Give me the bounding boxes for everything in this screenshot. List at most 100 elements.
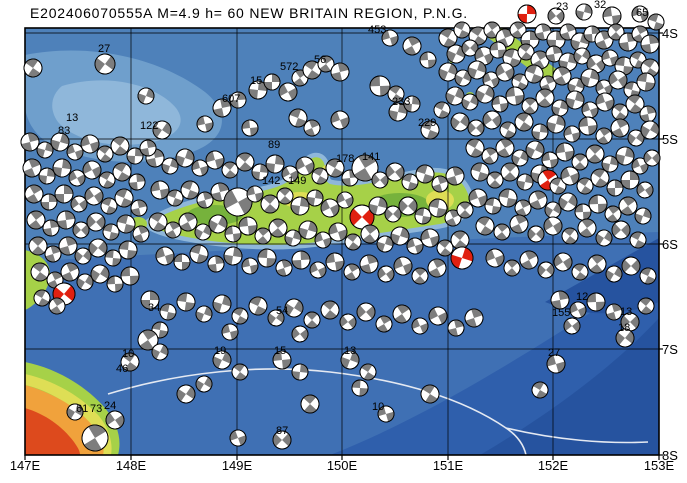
beachball-quadrants bbox=[621, 315, 639, 329]
beachball-quadrants bbox=[485, 198, 501, 214]
focal-mechanism-beachball bbox=[555, 142, 575, 162]
beachball-quadrants bbox=[127, 148, 143, 164]
focal-mechanism-beachball bbox=[330, 62, 350, 82]
focal-mechanism-beachball bbox=[485, 248, 505, 268]
focal-mechanism-beachball bbox=[210, 182, 230, 202]
beachball-quadrants bbox=[559, 194, 577, 210]
beachball-rim bbox=[368, 196, 388, 216]
beachball-quadrants bbox=[296, 157, 314, 175]
focal-mechanism-beachball bbox=[640, 120, 660, 140]
depth-label: 34 bbox=[148, 302, 160, 314]
focal-mechanism-beachball bbox=[414, 207, 432, 225]
focal-mechanism-beachball bbox=[636, 72, 656, 92]
beachball-quadrants bbox=[176, 149, 194, 167]
focal-mechanism-beachball bbox=[208, 214, 228, 234]
beachball-rim bbox=[621, 256, 641, 276]
focal-mechanism-beachball bbox=[643, 149, 661, 167]
beachball-quadrants bbox=[285, 300, 303, 316]
beachball-rim bbox=[235, 152, 255, 172]
beachball-rim bbox=[284, 229, 302, 247]
focal-mechanism-beachball bbox=[491, 95, 509, 113]
beachball-rim bbox=[340, 350, 360, 370]
focal-mechanism-beachball bbox=[263, 73, 281, 91]
beachball-quadrants bbox=[41, 194, 57, 210]
beachball-quadrants bbox=[346, 234, 360, 250]
beachball-quadrants bbox=[121, 267, 139, 285]
focal-mechanism-beachball bbox=[387, 85, 405, 103]
focal-mechanism-beachball bbox=[580, 68, 600, 88]
focal-mechanism-beachball bbox=[251, 163, 269, 181]
beachball-quadrants bbox=[596, 231, 612, 245]
depth-label: 19 bbox=[214, 345, 226, 357]
beachball-rim bbox=[516, 173, 534, 191]
focal-mechanism-beachball bbox=[38, 167, 56, 185]
depth-label: 607 bbox=[222, 93, 240, 105]
beachball-rim bbox=[491, 95, 509, 113]
focal-mechanism-beachball bbox=[106, 275, 124, 293]
beachball-quadrants bbox=[249, 81, 267, 99]
beachball-quadrants bbox=[233, 364, 247, 380]
depth-label: 73 bbox=[90, 403, 102, 415]
beachball-rim bbox=[611, 220, 631, 240]
beachball-rim bbox=[636, 181, 654, 199]
depth-label: 13 bbox=[66, 112, 78, 124]
beachball-quadrants bbox=[587, 56, 605, 72]
focal-mechanism-beachball bbox=[231, 307, 249, 325]
beachball-quadrants bbox=[138, 88, 154, 104]
focal-mechanism-beachball bbox=[545, 45, 563, 63]
focal-mechanism-beachball bbox=[447, 319, 465, 337]
beachball-rim bbox=[561, 227, 579, 245]
beachball-rim bbox=[450, 112, 470, 132]
focal-mechanism-beachball bbox=[314, 231, 332, 249]
beachball-rim bbox=[309, 261, 327, 279]
focal-mechanism-beachball bbox=[86, 212, 106, 232]
beachball-rim bbox=[381, 29, 399, 47]
beachball-rim bbox=[54, 184, 74, 204]
beachball-rim bbox=[231, 307, 249, 325]
beachball-rim bbox=[468, 188, 488, 208]
beachball-rim bbox=[467, 119, 485, 137]
beachball-quadrants bbox=[115, 189, 133, 207]
beachball-rim bbox=[265, 154, 285, 174]
focal-mechanism-beachball bbox=[248, 80, 268, 100]
beachball-quadrants bbox=[89, 241, 107, 255]
beachball-rim bbox=[106, 275, 124, 293]
focal-mechanism-beachball bbox=[516, 173, 534, 191]
beachball-rim bbox=[398, 196, 418, 216]
beachball-quadrants bbox=[190, 245, 208, 263]
beachball-quadrants bbox=[535, 24, 551, 40]
focal-mechanism-beachball bbox=[521, 97, 539, 115]
depth-label: 13 bbox=[620, 306, 632, 318]
beachball-rim bbox=[428, 198, 448, 218]
lat-tick-label: 5S bbox=[662, 132, 678, 147]
depth-label: 65 bbox=[636, 7, 648, 19]
beachball-rim bbox=[450, 246, 474, 270]
beachball-quadrants bbox=[495, 224, 509, 240]
focal-mechanism-beachball bbox=[137, 87, 155, 105]
focal-mechanism-beachball bbox=[543, 216, 563, 236]
focal-mechanism-beachball bbox=[493, 223, 511, 241]
beachball-rim bbox=[248, 80, 268, 100]
focal-mechanism-beachball bbox=[420, 228, 440, 248]
beachball-rim bbox=[531, 123, 549, 141]
beachball-quadrants bbox=[391, 227, 409, 245]
beachball-quadrants bbox=[560, 24, 576, 40]
beachball-rim bbox=[601, 49, 619, 67]
beachball-rim bbox=[615, 328, 635, 348]
beachball-quadrants bbox=[578, 178, 592, 194]
beachball-rim bbox=[110, 136, 130, 156]
png-mainland-red bbox=[25, 408, 80, 455]
beachball-quadrants bbox=[315, 232, 331, 248]
focal-mechanism-beachball bbox=[402, 36, 422, 56]
focal-mechanism-beachball bbox=[559, 23, 577, 41]
beachball-quadrants bbox=[512, 74, 528, 90]
beachball-quadrants bbox=[279, 84, 297, 100]
beachball-rim bbox=[402, 36, 422, 56]
beachball-quadrants bbox=[31, 237, 45, 255]
beachball-rim bbox=[559, 23, 577, 41]
focal-mechanism-beachball bbox=[499, 121, 517, 139]
beachball-quadrants bbox=[21, 133, 39, 151]
beachball-rim bbox=[499, 121, 517, 139]
beachball-quadrants bbox=[579, 117, 597, 135]
focal-mechanism-beachball bbox=[173, 253, 191, 271]
